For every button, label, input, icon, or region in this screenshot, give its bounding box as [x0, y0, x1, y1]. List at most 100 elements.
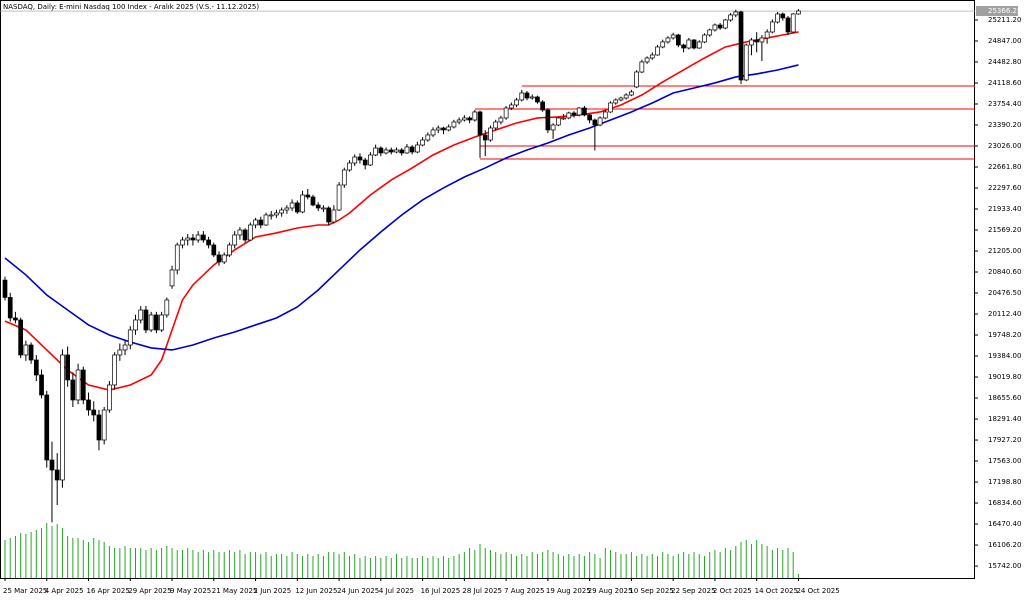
- y-tick-label: 23026.00: [988, 142, 1021, 150]
- candle-body: [790, 13, 796, 33]
- candle-body: [268, 214, 274, 217]
- candle-body: [707, 29, 713, 36]
- x-tick-label: 9 May 2025: [170, 587, 211, 595]
- candle-body: [545, 109, 551, 131]
- candle-body: [754, 39, 760, 43]
- y-tick-label: 20476.50: [988, 289, 1021, 297]
- candle-body: [206, 239, 211, 246]
- candle-body: [107, 384, 112, 411]
- candle-body: [310, 196, 316, 206]
- candle-body: [456, 119, 462, 123]
- candle-body: [519, 92, 525, 101]
- candle-body: [169, 269, 175, 287]
- candle-body: [618, 97, 624, 101]
- candle-body: [289, 202, 295, 209]
- candle-body: [446, 126, 452, 131]
- candle-body: [488, 127, 493, 141]
- candle-body: [237, 229, 243, 236]
- candle-body: [378, 147, 384, 154]
- chart-title: NASDAQ, Daily: E-mini Nasdaq 100 Index -…: [3, 3, 259, 11]
- plot-frame: [0, 0, 975, 579]
- candle-body: [472, 111, 478, 121]
- y-tick-label: 17927.20: [988, 436, 1021, 444]
- x-tick-label: 25 Mar 2025: [3, 587, 47, 595]
- candle-body: [430, 129, 436, 136]
- candle-body: [357, 156, 363, 161]
- candle-body: [785, 17, 791, 33]
- candle-body: [294, 202, 300, 213]
- x-tick-label: 7 Aug 2025: [504, 587, 544, 595]
- x-tick-label: 29 Aug 2025: [588, 587, 633, 595]
- x-tick-label: 2 Jun 2025: [254, 587, 292, 595]
- candle-body: [331, 209, 337, 223]
- moving-average-line: [4, 64, 799, 351]
- candle-body: [263, 214, 269, 226]
- candle-body: [399, 149, 405, 154]
- candle-body: [733, 11, 739, 16]
- candle-body: [649, 54, 655, 59]
- last-price-label: 25366.25: [988, 7, 1021, 15]
- x-tick-label: 21 May 2025: [212, 587, 258, 595]
- y-tick-label: 20112.40: [988, 310, 1021, 318]
- candle-body: [415, 144, 420, 153]
- candle-body: [717, 24, 723, 29]
- candle-body: [482, 134, 488, 141]
- x-tick-label: 2 Oct 2025: [713, 587, 752, 595]
- y-tick-label: 24847.00: [988, 37, 1021, 45]
- candle-body: [362, 159, 368, 166]
- x-tick-label: 28 Jul 2025: [462, 587, 502, 595]
- candle-body: [195, 234, 201, 241]
- y-tick-label: 17563.00: [988, 457, 1021, 465]
- candle-body: [86, 399, 91, 411]
- candle-body: [127, 329, 133, 346]
- candle-body: [467, 117, 472, 121]
- candle-body: [514, 99, 519, 106]
- y-tick-label: 23754.40: [988, 100, 1021, 108]
- y-tick-label: 21569.20: [988, 226, 1021, 234]
- y-tick-label: 16834.60: [988, 499, 1021, 507]
- candle-body: [101, 409, 107, 441]
- candle-body: [23, 344, 29, 356]
- candle-body: [503, 107, 509, 119]
- candle-body: [759, 37, 765, 43]
- candle-body: [639, 61, 645, 73]
- x-tick-label: 14 Oct 2025: [755, 587, 798, 595]
- candle-body: [665, 37, 671, 43]
- candle-body: [96, 414, 102, 441]
- y-tick-label: 21933.40: [988, 205, 1021, 213]
- y-tick-label: 16470.40: [988, 520, 1021, 528]
- candle-body: [117, 349, 123, 356]
- candle-body: [451, 121, 457, 128]
- candle-body: [347, 162, 352, 171]
- candle-body: [524, 92, 530, 99]
- candle-body: [352, 156, 358, 164]
- candle-body: [712, 24, 718, 31]
- candle-body: [49, 459, 55, 471]
- candle-body: [655, 46, 660, 56]
- candle-body: [743, 44, 749, 81]
- candle-body: [749, 39, 754, 46]
- candle-body: [409, 146, 415, 153]
- candle-body: [185, 237, 191, 241]
- last-price-box: [976, 6, 1018, 17]
- candle-body: [216, 254, 222, 263]
- candle-body: [91, 409, 97, 416]
- candle-body: [608, 102, 613, 113]
- candle-body: [122, 344, 128, 351]
- candle-body: [728, 14, 733, 21]
- candle-body: [258, 219, 264, 226]
- candle-body: [2, 279, 8, 298]
- candle-body: [576, 107, 582, 116]
- y-tick-label: 18655.60: [988, 394, 1021, 402]
- candle-body: [613, 99, 619, 104]
- candle-body: [44, 394, 50, 461]
- candle-body: [592, 119, 598, 126]
- candle-body: [133, 319, 138, 331]
- candle-body: [535, 96, 540, 103]
- candle-body: [660, 41, 666, 48]
- y-tick-label: 16106.20: [988, 541, 1021, 549]
- candle-body: [670, 34, 676, 39]
- x-tick-label: 10 Sep 2025: [629, 587, 673, 595]
- x-tick-label: 19 Aug 2025: [546, 587, 591, 595]
